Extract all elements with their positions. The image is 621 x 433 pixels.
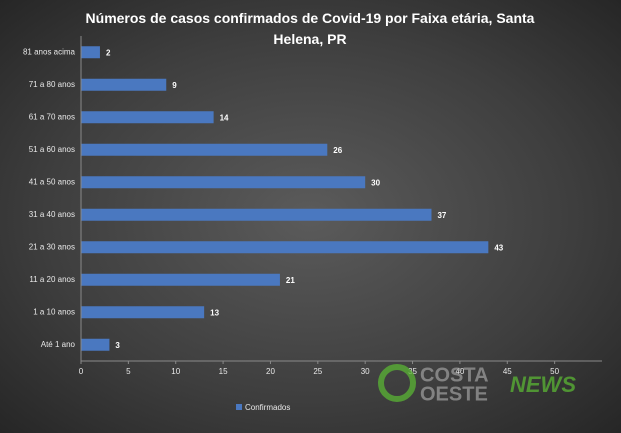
x-tick-label: 0 [79, 367, 84, 376]
bar [81, 241, 489, 254]
x-tick-label: 15 [219, 367, 228, 376]
x-tick-label: 35 [408, 367, 417, 376]
logo-ring [378, 364, 416, 402]
bar [81, 208, 432, 221]
y-tick-label: Até 1 ano [41, 340, 76, 349]
y-tick-label: 71 a 80 anos [29, 80, 75, 89]
bar [81, 176, 366, 189]
bar [81, 338, 110, 351]
x-tick-label: 50 [550, 367, 559, 376]
y-tick-label: 11 a 20 anos [29, 275, 75, 284]
chart-title: Números de casos confirmados de Covid-19… [85, 10, 535, 47]
y-tick-label: 51 a 60 anos [29, 145, 75, 154]
bar [81, 306, 205, 319]
watermark-text: COSTA [420, 364, 489, 386]
x-tick-label: 30 [361, 367, 370, 376]
y-tick-label: 31 a 40 anos [29, 210, 75, 219]
bar [81, 111, 214, 124]
watermark-text: OESTE [420, 383, 488, 405]
bar [81, 273, 280, 286]
value-label: 37 [437, 211, 446, 220]
legend-swatch [236, 404, 242, 410]
y-tick-label: 41 a 50 anos [29, 177, 75, 186]
bar [81, 143, 328, 156]
bar [81, 46, 100, 59]
x-tick-label: 5 [126, 367, 131, 376]
watermark-brand: NEWS [510, 372, 576, 397]
x-tick-label: 40 [455, 367, 464, 376]
x-tick-label: 25 [313, 367, 322, 376]
value-label: 26 [333, 146, 342, 155]
y-tick-label: 1 a 10 anos [33, 307, 75, 316]
y-tick-label: 61 a 70 anos [29, 112, 75, 121]
watermark: COSTA OESTE NEWS [378, 364, 576, 405]
value-label: 9 [172, 81, 177, 90]
value-label: 14 [220, 113, 229, 122]
value-label: 30 [371, 178, 380, 187]
x-tick-label: 45 [503, 367, 512, 376]
legend-label: Confirmados [245, 403, 290, 412]
value-label: 2 [106, 48, 111, 57]
x-tick-label: 20 [266, 367, 275, 376]
value-label: 13 [210, 308, 219, 317]
bar [81, 78, 167, 91]
value-label: 3 [115, 341, 120, 350]
y-tick-label: 21 a 30 anos [29, 242, 75, 251]
value-label: 43 [494, 243, 503, 252]
x-tick-label: 10 [171, 367, 180, 376]
value-label: 21 [286, 276, 295, 285]
y-tick-label: 81 anos acima [23, 47, 76, 56]
